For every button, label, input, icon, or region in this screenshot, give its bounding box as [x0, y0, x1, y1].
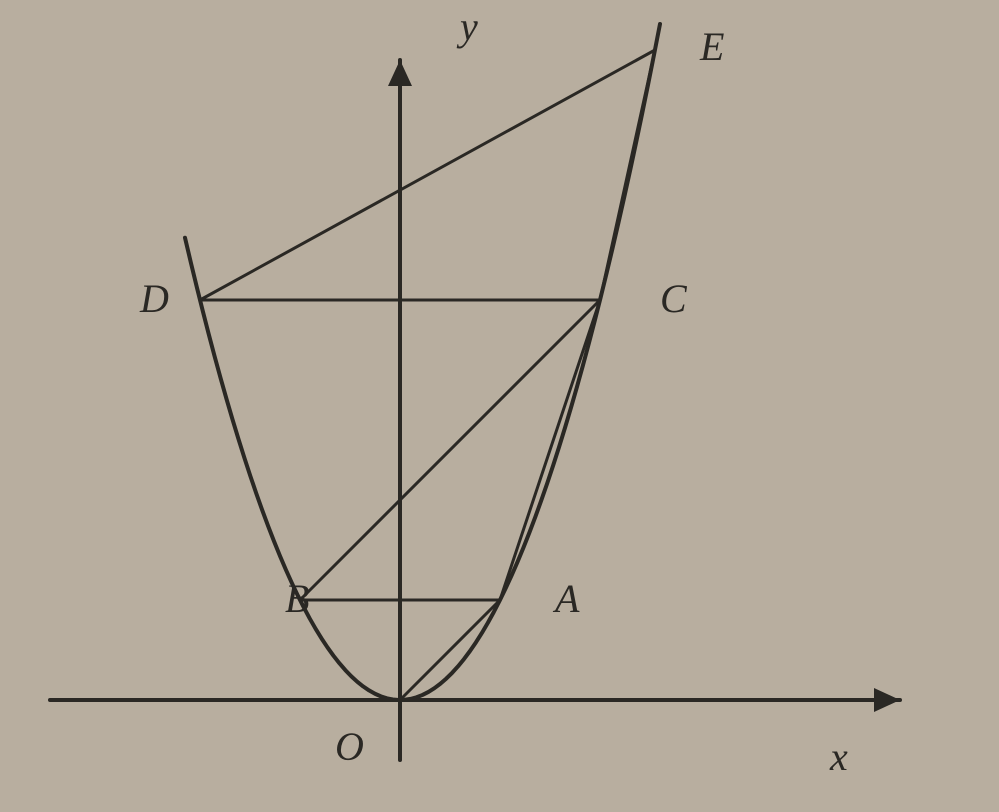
label-E: E: [699, 24, 724, 69]
label-y: y: [456, 4, 478, 49]
segment-DE: [200, 50, 655, 300]
label-C: C: [660, 276, 688, 321]
label-A: A: [552, 576, 580, 621]
segment-BC: [300, 300, 600, 600]
segment-OA: [400, 600, 500, 700]
x-axis-arrow: [874, 688, 900, 712]
diagram-canvas: x y O A B C D E: [0, 0, 999, 812]
label-O: O: [335, 724, 364, 769]
label-x: x: [829, 734, 848, 779]
y-axis-arrow: [388, 60, 412, 86]
segment-AC: [500, 300, 600, 600]
label-D: D: [139, 276, 169, 321]
segment-CE: [600, 50, 655, 300]
label-B: B: [285, 576, 309, 621]
